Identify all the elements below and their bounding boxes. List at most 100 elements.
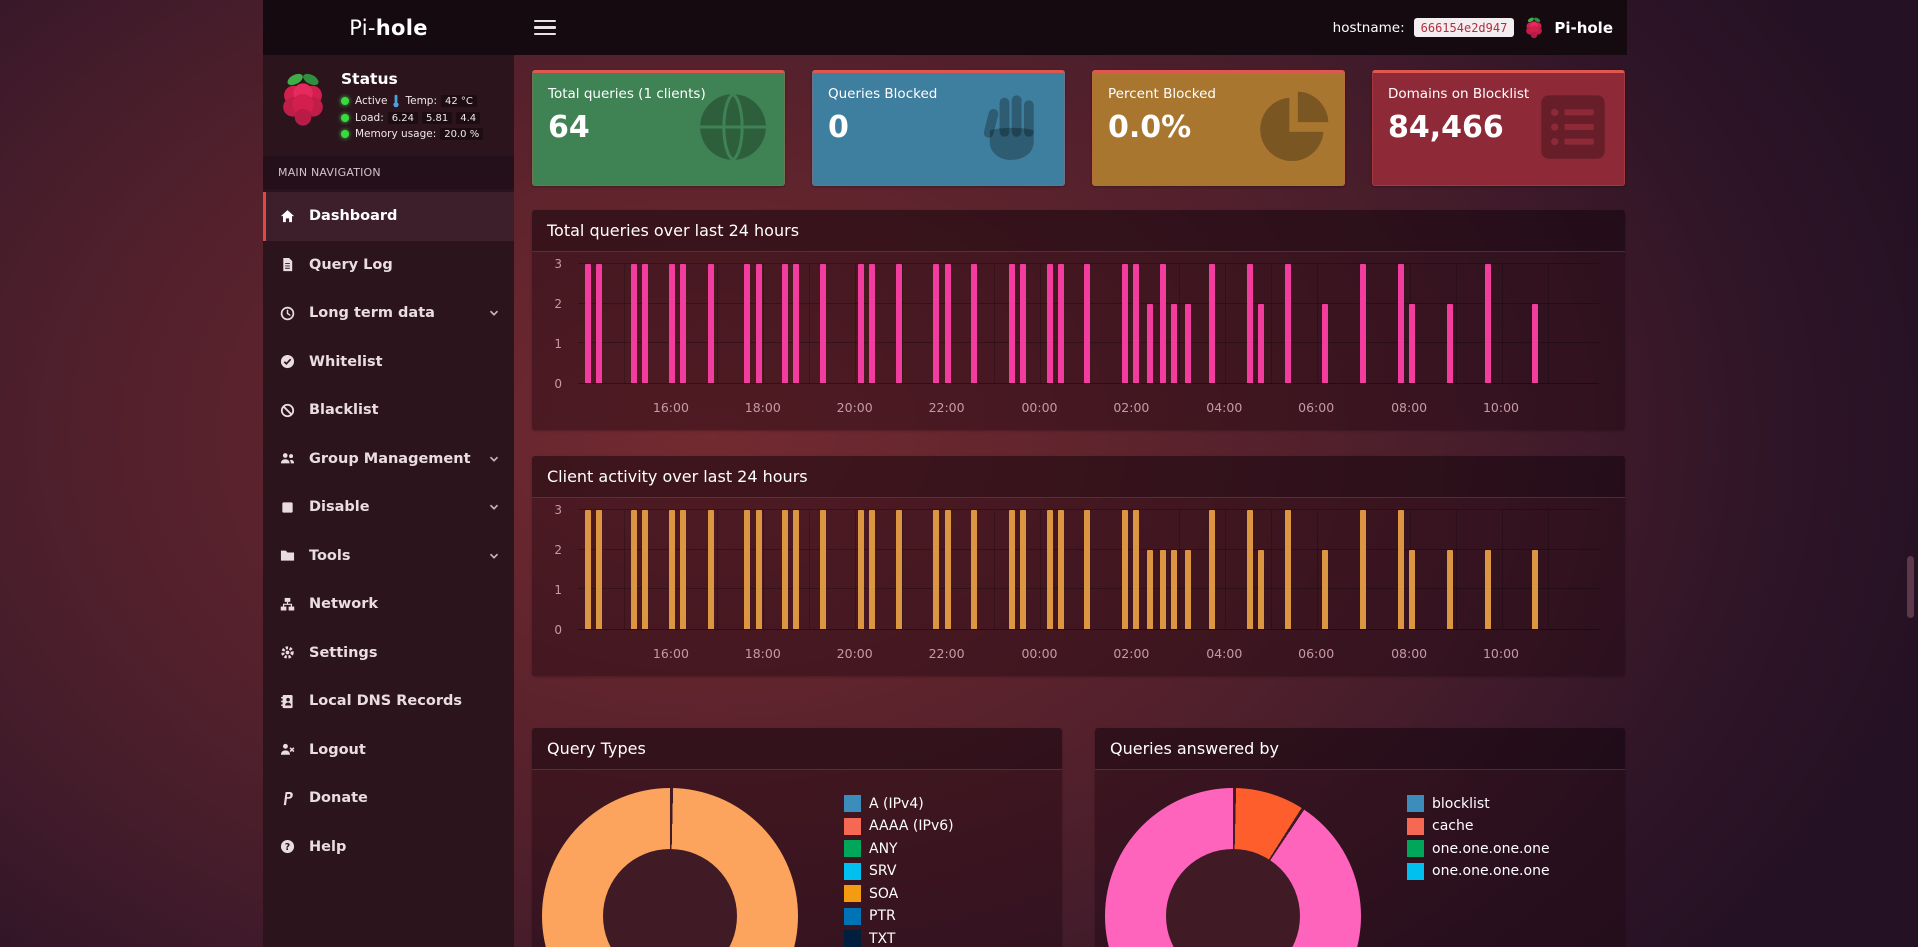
card-value: 0.0% [1108, 110, 1192, 145]
bar [707, 264, 714, 383]
donut-chart[interactable] [542, 788, 798, 947]
status-text: Temp: [405, 95, 438, 107]
sidebar-item-label: Settings [309, 644, 378, 661]
bar [1409, 549, 1416, 629]
status-value-badge: 6.24 [387, 112, 418, 124]
bar-plot[interactable] [578, 263, 1599, 384]
bar [1122, 264, 1129, 383]
sidebar-item-whitelist[interactable]: Whitelist [263, 338, 514, 387]
bar [1008, 264, 1015, 383]
sidebar-item-local-dns-records[interactable]: Local DNS Records [263, 677, 514, 726]
home-icon [279, 209, 296, 224]
users-icon [279, 451, 296, 466]
navbar-brand-right: Pi-hole [1554, 18, 1613, 37]
gridline [1317, 510, 1319, 629]
legend-label: cache [1432, 818, 1474, 834]
panel-title: Query Types [547, 739, 646, 758]
bar [1133, 264, 1140, 383]
status-row: Memory usage: 20.0 % [341, 128, 484, 140]
legend-item-cache[interactable]: cache [1407, 817, 1550, 835]
card-title: Domains on Blocklist [1388, 86, 1530, 102]
total-queries-chart: 0 1 2 3 16:00 18:00 20:00 22:00 00:00 02:00 04:00 0… [532, 252, 1625, 430]
gridline [994, 510, 996, 629]
bar-plot[interactable] [578, 509, 1599, 630]
gridline [716, 264, 718, 383]
gridline [1456, 264, 1458, 383]
bar [944, 264, 951, 383]
legend-item-ptr[interactable]: PTR [844, 907, 954, 925]
legend-item-aaaa-ipv6[interactable]: AAAA (IPv6) [844, 817, 954, 835]
stat-card-domains-on-blocklist: Domains on Blocklist 84,466 [1372, 70, 1625, 186]
legend-swatch-icon [844, 862, 861, 880]
sidebar-item-blacklist[interactable]: Blacklist [263, 386, 514, 435]
donut-wrap: blocklist cache one.one.one.one one.one.one… [1095, 788, 1625, 947]
sidebar-item-logout[interactable]: Logout [263, 726, 514, 775]
status-rows: Active Temp: 42 °C Load: 6.24 5.81 4.4 Memory u… [341, 94, 484, 140]
sidebar-item-help[interactable]: ? Help [263, 823, 514, 872]
panel-title: Total queries over last 24 hours [547, 221, 800, 240]
bar [869, 264, 876, 383]
gridline [1040, 510, 1042, 629]
legend-swatch-icon [1407, 840, 1424, 857]
chevron-down-icon [488, 453, 500, 465]
legend-item-srv[interactable]: SRV [844, 862, 954, 880]
sidebar-item-query-log[interactable]: Query Log [263, 241, 514, 290]
bar [1531, 303, 1538, 383]
sidebar-item-long-term-data[interactable]: Long term data [263, 289, 514, 338]
sidebar-item-label: Tools [309, 547, 351, 564]
bar [1209, 264, 1216, 383]
legend-item-a-ipv4[interactable]: A (IPv4) [844, 795, 954, 812]
ban-icon [279, 403, 296, 418]
brand-logo[interactable]: Pi-hole [263, 16, 514, 40]
gridline [1132, 510, 1134, 629]
clock-icon [279, 306, 296, 321]
gridline [1548, 264, 1550, 383]
donut-chart[interactable] [1105, 788, 1361, 947]
legend-label: SRV [869, 863, 897, 879]
legend-item-any[interactable]: ANY [844, 840, 954, 857]
panel-header: Client activity over last 24 hours [532, 456, 1625, 498]
sidebar-item-disable[interactable]: Disable [263, 483, 514, 532]
page-scrollbar[interactable] [1907, 556, 1914, 618]
panel-queries-answered-by: Queries answered by blocklist cache one.on… [1095, 728, 1625, 947]
sidebar-item-network[interactable]: Network [263, 580, 514, 629]
bar [1008, 510, 1015, 629]
bar [1020, 264, 1027, 383]
sidebar-item-label: Logout [309, 741, 366, 758]
panel-query-types: Query Types A (IPv4) AAAA (IPv6) ANY SRV SOA… [532, 728, 1062, 947]
bar [1171, 303, 1178, 383]
bar [793, 264, 800, 383]
bar [1484, 264, 1491, 383]
sidebar-item-dashboard[interactable]: Dashboard [263, 192, 514, 241]
top-navbar: Pi-hole hostname: 666154e2d947 Pi-hole [263, 0, 1627, 55]
bar [585, 510, 592, 629]
bar [1084, 510, 1091, 629]
legend-item-txt[interactable]: TXT [844, 930, 954, 947]
legend-item-one-one-one-one[interactable]: one.one.one.one [1407, 840, 1550, 857]
sidebar-item-group-management[interactable]: Group Management [263, 435, 514, 484]
card-title: Total queries (1 clients) [548, 86, 706, 102]
bar [1409, 303, 1416, 383]
bar [1209, 510, 1216, 629]
status-value-badge: 5.81 [422, 112, 453, 124]
bottom-panel-row: Query Types A (IPv4) AAAA (IPv6) ANY SRV SOA… [532, 702, 1625, 947]
legend-swatch-icon [844, 885, 861, 902]
status-text: Memory usage: [355, 128, 437, 140]
chevron-down-icon [488, 501, 500, 513]
bar [1246, 264, 1253, 383]
bar [1360, 264, 1367, 383]
sidebar-item-tools[interactable]: Tools [263, 532, 514, 581]
sidebar-item-donate[interactable]: Donate [263, 774, 514, 823]
legend-item-soa[interactable]: SOA [844, 885, 954, 902]
legend-item-blocklist[interactable]: blocklist [1407, 795, 1550, 812]
gridline [1271, 264, 1273, 383]
gridline [578, 509, 1599, 510]
legend-item-one-one-one-one[interactable]: one.one.one.one [1407, 862, 1550, 880]
bar [1446, 549, 1453, 629]
gridline [578, 263, 1599, 264]
user-times-icon [279, 742, 296, 757]
sidebar-item-settings[interactable]: Settings [263, 629, 514, 678]
sidebar-item-label: Network [309, 596, 379, 613]
sidebar-toggle-button[interactable] [534, 19, 556, 36]
